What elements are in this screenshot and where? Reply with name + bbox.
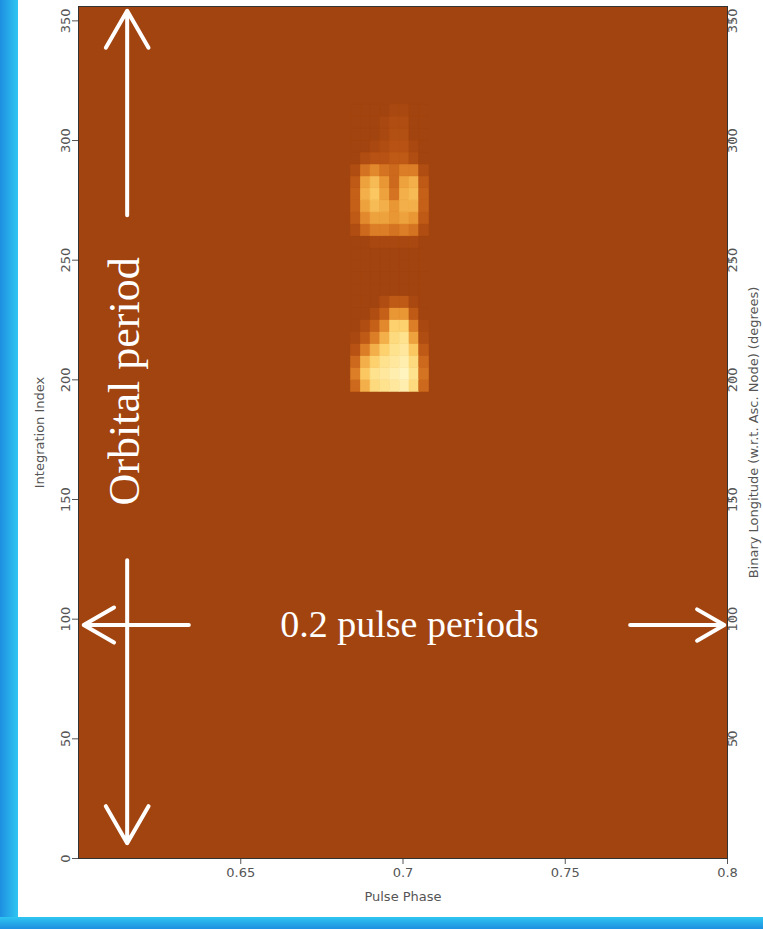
svg-text:250: 250	[58, 248, 73, 273]
svg-text:Orbital period: Orbital period	[100, 257, 149, 505]
svg-text:50: 50	[725, 731, 740, 748]
svg-text:0.7: 0.7	[393, 865, 414, 880]
svg-text:300: 300	[725, 128, 740, 153]
svg-text:300: 300	[58, 128, 73, 153]
svg-text:200: 200	[725, 367, 740, 392]
svg-text:0.65: 0.65	[226, 865, 255, 880]
svg-text:200: 200	[58, 367, 73, 392]
svg-text:Pulse Phase: Pulse Phase	[364, 889, 441, 904]
svg-text:0: 0	[58, 854, 73, 862]
svg-text:0.8: 0.8	[717, 865, 738, 880]
svg-text:350: 350	[725, 8, 740, 33]
svg-text:250: 250	[725, 248, 740, 273]
svg-text:Integration Index: Integration Index	[32, 376, 47, 488]
svg-text:0.75: 0.75	[551, 865, 580, 880]
svg-text:100: 100	[725, 607, 740, 632]
svg-text:100: 100	[58, 607, 73, 632]
svg-text:150: 150	[725, 487, 740, 512]
svg-text:50: 50	[58, 731, 73, 748]
svg-text:Binary Longitude (w.r.t. Asc.: Binary Longitude (w.r.t. Asc. Node) (deg…	[746, 287, 761, 579]
svg-text:0.2 pulse periods: 0.2 pulse periods	[280, 603, 539, 645]
svg-text:350: 350	[58, 8, 73, 33]
svg-text:150: 150	[58, 487, 73, 512]
